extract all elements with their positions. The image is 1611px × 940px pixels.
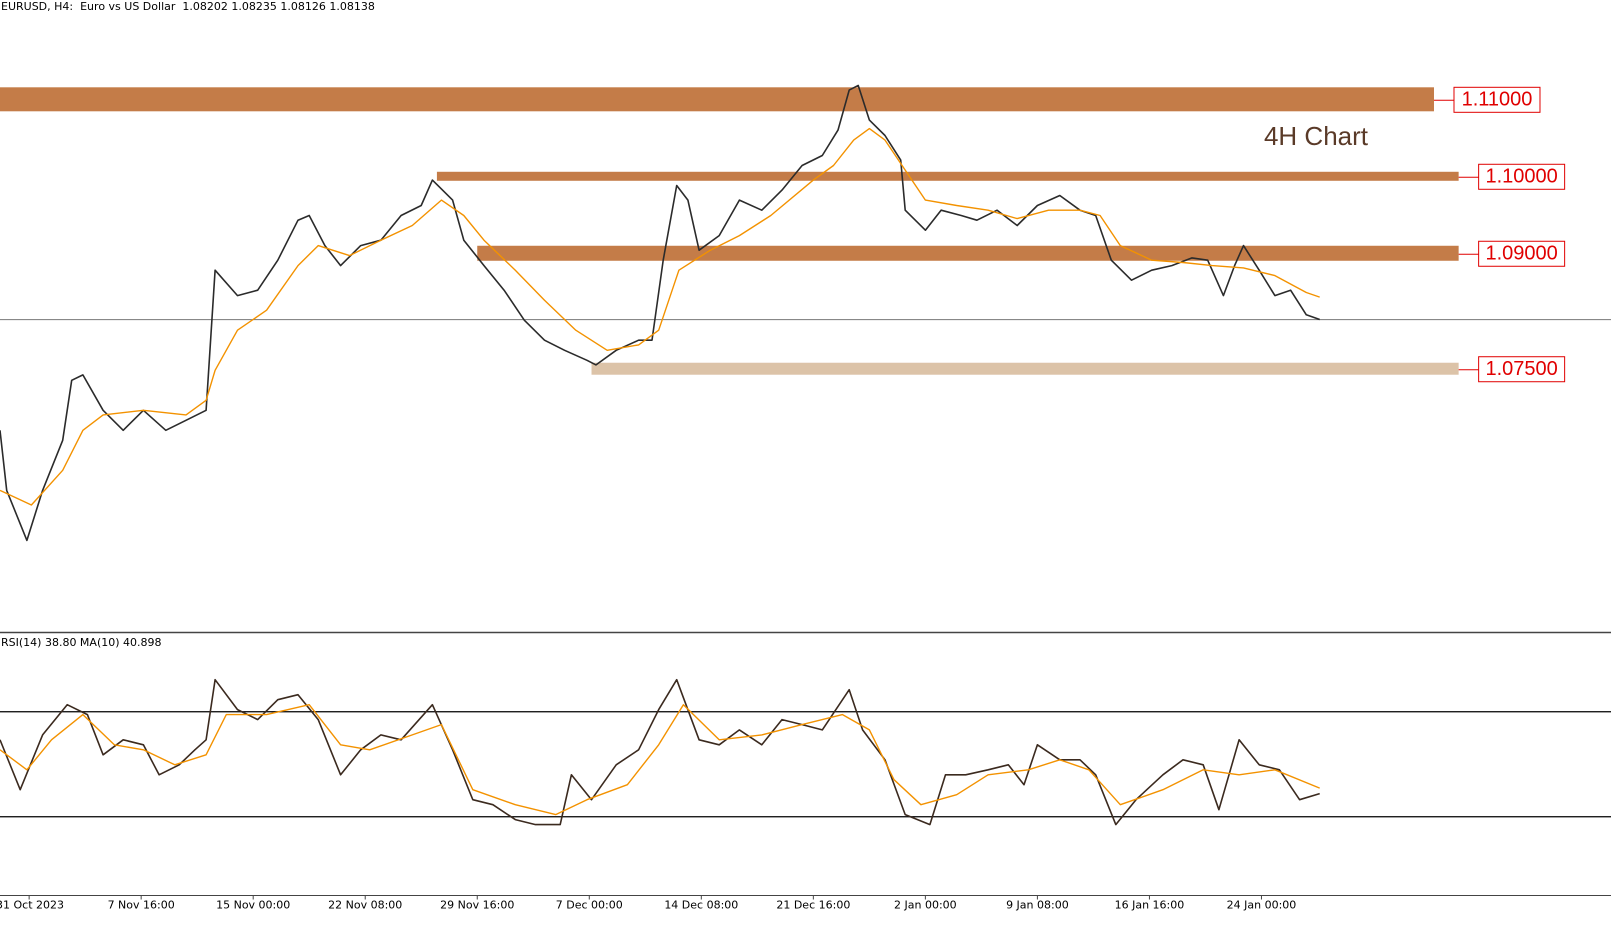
x-tick-label: 16 Jan 16:00 — [1115, 899, 1185, 912]
x-tick-label: 31 Oct 2023 — [0, 899, 64, 912]
x-tick-label: 9 Jan 08:00 — [1006, 899, 1069, 912]
x-tick-label: 7 Dec 00:00 — [556, 899, 623, 912]
x-tick-label: 21 Dec 16:00 — [776, 899, 850, 912]
level-label: 1.10000 — [1485, 166, 1557, 188]
level-label-box — [1453, 86, 1541, 113]
x-tick-label: 29 Nov 16:00 — [440, 899, 514, 912]
level-label: 1.11000 — [1462, 89, 1533, 111]
chart-title: EURUSD, H4: Euro vs US Dollar 1.08202 1.… — [1, 0, 375, 13]
series-line — [0, 704, 1320, 816]
x-tick-label: 7 Nov 16:00 — [108, 899, 175, 912]
level-label-box — [1478, 240, 1566, 267]
rsi-title: RSI(14) 38.80 MA(10) 40.898 — [1, 636, 162, 649]
x-tick-label: 15 Nov 00:00 — [216, 899, 290, 912]
level-label: 1.09000 — [1485, 243, 1557, 265]
x-tick-label: 2 Jan 00:00 — [894, 899, 957, 912]
x-tick-label: 22 Nov 08:00 — [328, 899, 402, 912]
level-label-box — [1478, 356, 1566, 383]
level-zone — [436, 171, 1459, 181]
level-zone — [477, 245, 1459, 261]
series-line — [0, 678, 1320, 826]
level-label: 1.07500 — [1485, 358, 1557, 380]
x-tick-label: 14 Dec 08:00 — [664, 899, 738, 912]
series-line — [0, 84, 1320, 542]
level-label-box — [1478, 163, 1566, 190]
x-tick-label: 24 Jan 00:00 — [1227, 899, 1297, 912]
level-zone — [0, 87, 1434, 112]
level-zone — [591, 362, 1459, 375]
annotation: 4H Chart — [1264, 121, 1369, 151]
series-line — [0, 127, 1320, 506]
